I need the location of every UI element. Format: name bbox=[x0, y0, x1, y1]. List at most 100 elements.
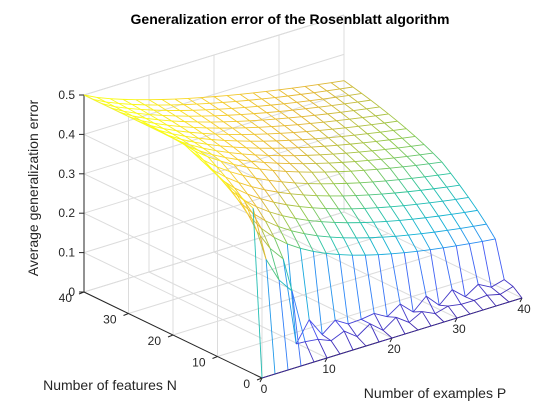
surface-line-n bbox=[317, 84, 328, 92]
surface-line-n bbox=[459, 184, 469, 198]
surface-line-n bbox=[170, 104, 181, 111]
surface-line-n bbox=[210, 121, 220, 129]
surface-line-n bbox=[322, 98, 332, 106]
y-tick-label: 0 bbox=[243, 377, 250, 391]
surface-line-p bbox=[257, 104, 271, 107]
surface-line-n bbox=[425, 295, 436, 314]
surface-line-n bbox=[216, 166, 227, 178]
surface-line-n bbox=[288, 117, 298, 126]
surface-line-n bbox=[346, 183, 357, 196]
surface-line-n bbox=[244, 107, 254, 115]
surface-line-n bbox=[293, 132, 303, 141]
surface-line-p bbox=[278, 279, 293, 292]
surface-line-p bbox=[482, 305, 497, 311]
surface-line-n bbox=[369, 237, 379, 255]
surface-line-n bbox=[232, 127, 242, 135]
surface-line-p bbox=[229, 171, 243, 176]
surface-line-n bbox=[283, 103, 293, 111]
surface-line-p bbox=[321, 319, 336, 335]
surface-line-p bbox=[319, 128, 333, 131]
surface-line-p bbox=[404, 250, 418, 254]
surface-line-p bbox=[335, 319, 349, 325]
surface-line-p bbox=[183, 103, 197, 106]
surface-line-p bbox=[211, 154, 226, 158]
surface-line-p bbox=[180, 126, 194, 128]
chart-title: Generalization error of the Rosenblatt a… bbox=[131, 11, 450, 27]
surface-line-n bbox=[494, 238, 505, 280]
surface-line-p bbox=[425, 295, 440, 306]
surface-line-n bbox=[319, 130, 329, 139]
surface-line-p bbox=[118, 103, 132, 105]
surface-line-n bbox=[373, 221, 383, 238]
surface-line-p bbox=[278, 87, 293, 91]
x-tick bbox=[454, 317, 458, 323]
surface-line-n bbox=[181, 141, 192, 151]
surface-line-p bbox=[380, 157, 395, 160]
surface-line-n bbox=[269, 211, 279, 227]
surface-line-n bbox=[412, 218, 422, 234]
surface-line-p bbox=[301, 114, 315, 118]
surface-line-p bbox=[225, 176, 239, 183]
surface-line-n bbox=[323, 121, 333, 130]
surface-line-p bbox=[212, 169, 226, 178]
surface-line-n bbox=[437, 174, 448, 188]
surface-line-n bbox=[394, 192, 404, 206]
surface-line-p bbox=[434, 305, 449, 315]
surface-line-n bbox=[473, 300, 484, 311]
surface-line-n bbox=[315, 163, 326, 173]
surface-line-n bbox=[403, 252, 414, 313]
surface-line-p bbox=[399, 303, 414, 313]
surface-line-p bbox=[482, 238, 496, 242]
surface-line-p bbox=[224, 156, 239, 161]
surface-line-p bbox=[288, 116, 302, 119]
surface-line-n bbox=[372, 181, 383, 195]
surface-line-n bbox=[358, 125, 368, 135]
surface-line-n bbox=[329, 236, 340, 255]
surface-line-p bbox=[261, 373, 276, 379]
surface-line-n bbox=[367, 160, 378, 170]
surface-line-p bbox=[391, 333, 406, 339]
surface-line-n bbox=[343, 330, 354, 351]
surface-line-p bbox=[389, 166, 403, 169]
surface-line-n bbox=[318, 106, 328, 115]
box-edge bbox=[83, 14, 345, 96]
surface-line-n bbox=[298, 171, 309, 184]
surface-line-p bbox=[227, 114, 241, 116]
surface-line-n bbox=[149, 114, 159, 121]
surface-line-n bbox=[274, 97, 285, 105]
surface-line-n bbox=[395, 317, 406, 335]
surface-line-p bbox=[473, 294, 488, 301]
surface-line-n bbox=[265, 259, 276, 375]
surface-line-p bbox=[375, 113, 389, 117]
surface-line-n bbox=[92, 98, 102, 105]
surface-line-n bbox=[238, 182, 248, 195]
surface-line-n bbox=[477, 210, 487, 225]
surface-line-p bbox=[272, 170, 286, 172]
surface-line-n bbox=[255, 177, 266, 191]
surface-line-p bbox=[382, 235, 396, 238]
surface-line-n bbox=[264, 189, 274, 203]
surface-line-n bbox=[199, 158, 209, 168]
surface-line-p bbox=[92, 98, 106, 103]
surface-line-n bbox=[259, 168, 270, 181]
surface-line-p bbox=[367, 158, 382, 161]
surface-line-n bbox=[303, 194, 313, 209]
surface-line-p bbox=[411, 144, 425, 147]
surface-line-n bbox=[183, 104, 194, 111]
surface-line-p bbox=[374, 313, 388, 318]
surface-line-n bbox=[325, 208, 335, 223]
surface-line-n bbox=[290, 193, 300, 207]
surface-line-n bbox=[411, 178, 422, 191]
surface-line-n bbox=[193, 127, 203, 134]
surface-line-p bbox=[198, 137, 212, 140]
surface-line-n bbox=[262, 119, 272, 127]
surface-line-p bbox=[434, 229, 448, 233]
surface-line-n bbox=[415, 165, 426, 178]
surface-line-n bbox=[271, 126, 281, 134]
surface-line-n bbox=[146, 124, 156, 130]
surface-line-p bbox=[141, 120, 155, 124]
surface-line-n bbox=[209, 102, 220, 110]
surface-line-n bbox=[349, 143, 360, 153]
surface-line-p bbox=[473, 223, 487, 227]
surface-line-n bbox=[349, 118, 359, 127]
